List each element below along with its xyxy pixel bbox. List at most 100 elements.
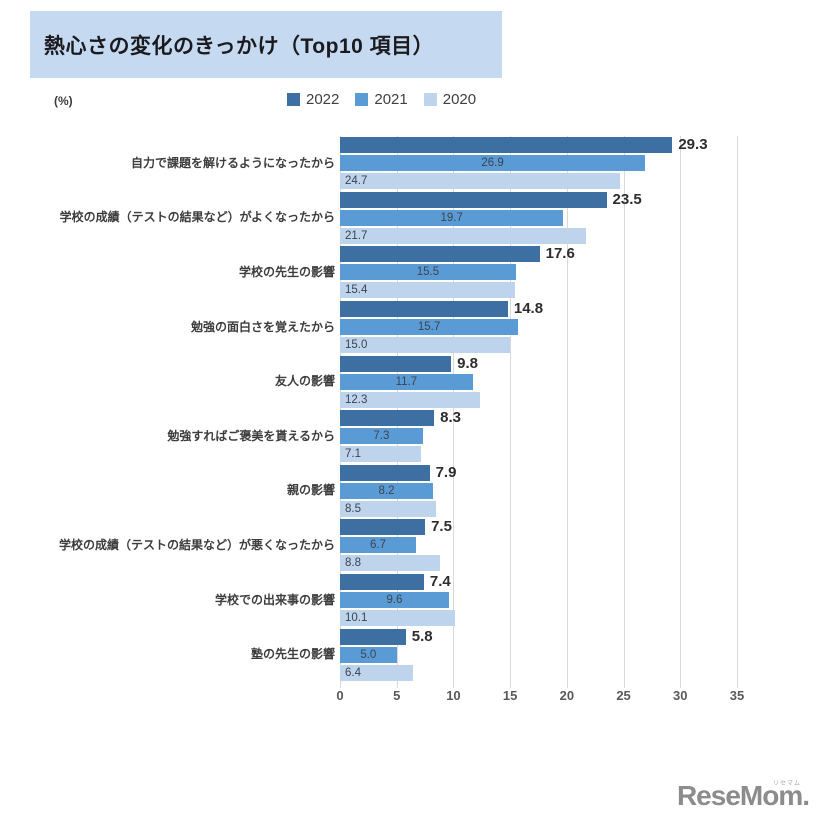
bar-groups: 29.3 26.9 24.7 23.5 19.7 21.7 17.6 15.5 15.4 14.8… (340, 136, 737, 682)
bar-track-2022: 9.8 (340, 354, 737, 372)
legend: 2022 2021 2020 (287, 91, 476, 108)
bar-track-2020: 7.1 (340, 446, 737, 463)
value-label-2021: 15.7 (417, 321, 441, 334)
value-label-2021: 15.5 (416, 266, 440, 279)
bar-2021: 5.0 (340, 646, 397, 663)
bar-group: 14.8 15.7 15.0 (340, 300, 737, 355)
x-tick-mark (623, 682, 625, 688)
category-label: 友人の影響 (274, 374, 335, 389)
legend-label-2022: 2022 (306, 91, 340, 108)
bar-2021: 26.9 (340, 155, 646, 172)
bar-2021: 6.7 (340, 537, 416, 554)
value-label-2020: 12.3 (345, 393, 368, 406)
category-labels-column: 自力で課題を解けるようになったから 学校の成績（テストの結果など）がよくなったから… (18, 136, 335, 682)
bar-group: 29.3 26.9 24.7 (340, 136, 737, 191)
bar-2020: 8.5 (340, 500, 437, 517)
gridline (680, 136, 682, 682)
category-label: 自力で課題を解けるようになったから (130, 155, 335, 170)
bar-group: 5.8 5.0 6.4 (340, 627, 737, 682)
value-label-2022: 9.8 (457, 354, 479, 372)
x-tick-mark (396, 682, 398, 688)
value-label-2021: 7.3 (373, 430, 390, 443)
bar-track-2020: 15.0 (340, 337, 737, 354)
value-label-2020: 8.8 (345, 557, 361, 570)
bar-track-2020: 6.4 (340, 664, 737, 681)
bar-track-2021: 6.7 (340, 537, 737, 554)
gridline (340, 136, 341, 682)
value-label-2022: 7.5 (431, 518, 452, 536)
gridline (566, 136, 568, 682)
legend-swatch-2022 (287, 93, 300, 106)
legend-label-2020: 2020 (442, 91, 477, 108)
chart-title-box: 熱心さの変化のきっかけ（Top10 項目） (30, 11, 502, 78)
value-label-2021: 9.6 (386, 594, 403, 607)
gridline (737, 136, 738, 682)
bar-track-2022: 8.3 (340, 410, 737, 427)
category-label: 勉強すればご褒美を貰えるから (167, 428, 335, 443)
bar-group: 7.9 8.2 8.5 (340, 464, 737, 519)
gridline (453, 136, 455, 682)
x-tick-mark (566, 682, 568, 688)
category-label: 親の影響 (286, 483, 335, 498)
value-label-2020: 10.1 (345, 612, 368, 625)
bar-track-2021: 8.2 (340, 482, 737, 499)
bar-2021: 9.6 (340, 592, 449, 609)
bar-group: 9.8 11.7 12.3 (340, 354, 737, 409)
bar-track-2020: 8.5 (340, 500, 737, 517)
value-label-2021: 6.7 (369, 539, 386, 552)
bar-2020: 15.4 (340, 282, 515, 299)
logo-ruby-text: リセマム (772, 781, 801, 788)
bar-track-2022: 7.5 (340, 518, 737, 536)
value-label-2021: 26.9 (481, 157, 504, 170)
bar-track-2020: 15.4 (340, 282, 737, 299)
bar-track-2021: 5.0 (340, 646, 737, 663)
x-tick-mark (453, 682, 455, 688)
bar-2022 (340, 464, 430, 481)
gridline (510, 136, 512, 682)
value-label-2021: 11.7 (395, 375, 418, 388)
value-label-2020: 21.7 (345, 229, 368, 242)
bar-group: 8.3 7.3 7.1 (340, 409, 737, 464)
bar-2021: 7.3 (340, 428, 423, 445)
unit-label: (%) (54, 94, 73, 108)
value-label-2020: 24.7 (345, 175, 368, 188)
bar-2020: 12.3 (340, 391, 480, 408)
x-tick-mark (340, 682, 341, 688)
value-label-2020: 6.4 (345, 666, 361, 679)
bar-track-2021: 19.7 (340, 209, 737, 226)
legend-swatch-2020 (423, 93, 437, 106)
resemom-logo: リセマム ReseMom. (676, 780, 810, 812)
category-label: 学校の成績（テストの結果など）が悪くなったから (58, 537, 335, 552)
value-label-2021: 19.7 (440, 211, 463, 224)
x-axis: 0 5 10 15 20 25 30 35 (336, 688, 744, 708)
bar-track-2021: 26.9 (340, 155, 737, 172)
category-label: 学校での出来事の影響 (214, 592, 335, 607)
bar-group: 7.5 6.7 8.8 (340, 518, 737, 573)
value-label-2020: 7.1 (345, 448, 361, 461)
bar-track-2020: 21.7 (340, 227, 737, 244)
x-tick-label: 25 (616, 688, 631, 703)
bar-2020: 10.1 (340, 610, 455, 627)
logo-text: ReseMom. (676, 780, 810, 812)
bar-track-2020: 12.3 (340, 391, 737, 408)
category-label: 学校の先生の影響 (238, 264, 335, 279)
bar-track-2022: 23.5 (340, 191, 737, 208)
x-tick-label: 20 (559, 688, 575, 703)
bar-track-2021: 15.7 (340, 319, 737, 336)
bar-2022 (340, 137, 673, 154)
bar-2020: 7.1 (340, 446, 421, 463)
x-tick-label: 5 (393, 688, 401, 703)
x-tick-label: 15 (502, 688, 518, 703)
legend-item-2022: 2022 (287, 91, 339, 108)
category-label: 塾の先生の影響 (250, 647, 335, 662)
bar-track-2022: 14.8 (340, 301, 737, 318)
x-tick-mark (510, 682, 512, 688)
bar-2022 (340, 355, 452, 372)
legend-item-2021: 2021 (355, 91, 408, 108)
value-label-2021: 5.0 (360, 648, 377, 661)
bar-2022 (340, 301, 508, 318)
bar-group: 7.4 9.6 10.1 (340, 573, 737, 628)
bar-group: 17.6 15.5 15.4 (340, 245, 737, 300)
bar-2020: 21.7 (340, 227, 587, 244)
gridline (396, 136, 398, 682)
